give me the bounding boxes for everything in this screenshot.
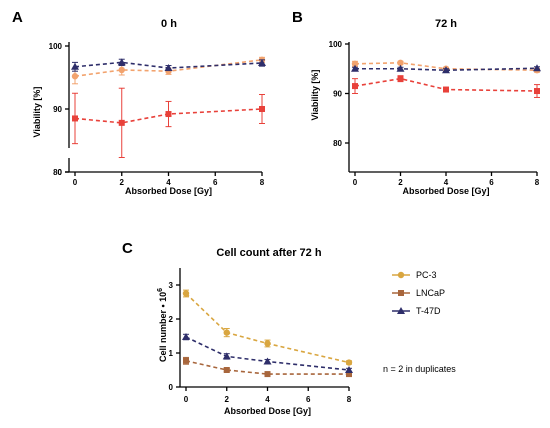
series-navy — [351, 64, 541, 74]
series-lncap — [183, 356, 352, 378]
data-point — [118, 66, 125, 74]
data-point — [264, 371, 271, 378]
data-point — [223, 329, 230, 336]
x-tick-label: 6 — [489, 178, 494, 187]
legend-label: PC-3 — [416, 270, 437, 280]
y-axis-label-main: Cell number • 10 — [158, 292, 168, 362]
y-tick-label: 100 — [329, 40, 343, 49]
y-tick-label: 0 — [58, 168, 63, 177]
series-line — [185, 336, 350, 371]
panel-letter: C — [122, 240, 133, 257]
y-tick-label: 90 — [53, 105, 62, 114]
series-line — [74, 61, 263, 69]
y-axis-label-sup: 6 — [157, 288, 164, 292]
x-tick-label: 2 — [398, 178, 403, 187]
data-point — [345, 359, 353, 366]
data-point — [533, 64, 541, 72]
data-point — [71, 62, 79, 70]
data-point — [442, 66, 450, 74]
x-tick-label: 4 — [166, 178, 171, 187]
y-tick-label: 90 — [333, 90, 342, 99]
x-tick-label: 2 — [120, 178, 125, 187]
data-point — [443, 86, 449, 93]
data-point — [396, 64, 405, 72]
x-axis-label: Absorbed Dose [Gy] — [125, 186, 212, 196]
chart-title: 0 h — [161, 18, 177, 30]
y-tick-label: 100 — [49, 42, 63, 51]
y-tick-label: 80 — [333, 139, 342, 148]
series-navy — [71, 58, 266, 72]
y-axis-label: Cell number • 106 — [157, 288, 168, 362]
x-tick-label: 0 — [73, 178, 78, 187]
y-tick-label: 2 — [169, 315, 174, 324]
series-line — [354, 77, 538, 92]
legend-marker — [397, 271, 405, 279]
y-tick-label: 3 — [169, 281, 174, 290]
data-point — [534, 88, 540, 95]
x-tick-label: 6 — [213, 178, 218, 187]
data-point — [164, 64, 173, 72]
series-red — [72, 87, 265, 159]
x-tick-label: 8 — [260, 178, 265, 187]
series-t-47d — [182, 333, 353, 373]
data-point — [222, 352, 231, 360]
data-point — [352, 83, 358, 90]
data-point — [182, 333, 190, 341]
data-point — [351, 60, 359, 67]
data-point — [183, 357, 189, 364]
legend-marker — [397, 307, 405, 314]
data-point — [182, 290, 190, 297]
x-tick-label: 0 — [353, 178, 358, 187]
data-point — [165, 111, 172, 118]
x-tick-label: 8 — [535, 178, 540, 187]
data-point — [264, 340, 271, 347]
x-tick-label: 2 — [225, 395, 230, 404]
x-tick-label: 0 — [184, 395, 189, 404]
x-tick-label: 6 — [306, 395, 311, 404]
y-tick-label: 0 — [169, 383, 174, 392]
series-line — [185, 292, 350, 364]
panel-letter: A — [12, 9, 23, 26]
data-point — [72, 115, 78, 122]
x-tick-label: 4 — [265, 395, 270, 404]
y-axis-label: Viability [%] — [310, 70, 320, 121]
legend: PC-3 LNCaP T-47D — [392, 270, 445, 316]
legend-label: LNCaP — [416, 288, 445, 298]
panel-letter: B — [292, 9, 303, 26]
x-axis-label: Absorbed Dose [Gy] — [402, 186, 489, 196]
data-point — [345, 366, 353, 373]
data-point — [346, 371, 352, 378]
data-point — [118, 119, 125, 126]
data-point — [397, 59, 404, 67]
x-axis-label: Absorbed Dose [Gy] — [224, 406, 311, 416]
series-line — [355, 67, 538, 72]
x-tick-label: 4 — [444, 178, 449, 187]
data-point — [223, 367, 230, 373]
y-tick-label: 1 — [169, 349, 174, 358]
x-tick-label: 8 — [347, 395, 352, 404]
data-point — [263, 357, 272, 365]
legend-label: T-47D — [416, 306, 441, 316]
legend-marker — [398, 290, 404, 296]
y-axis-label: Viability [%] — [32, 87, 42, 138]
chart-title: Cell count after 72 h — [216, 247, 321, 259]
chart-panel-b: B 72 h 0 2 4 6 8 80 90 100 Absorbed Dose [Gy] Viabi… — [292, 9, 541, 196]
series-line — [74, 108, 263, 124]
data-point — [71, 73, 79, 80]
series-red — [352, 75, 540, 98]
data-point — [259, 106, 265, 112]
y-tick-label: 80 — [53, 168, 62, 177]
chart-panel-a: A 0 h 0 2 4 6 8 80 90 100 0 Absorbed Dose [Gy] Viabi… — [12, 9, 266, 196]
chart-title: 72 h — [435, 18, 457, 30]
series-pc-3 — [182, 289, 353, 366]
data-point — [258, 59, 266, 67]
note-text: n = 2 in duplicates — [383, 364, 456, 374]
data-point — [117, 58, 126, 66]
data-point — [351, 64, 359, 72]
chart-panel-c: C Cell count after 72 h 0 2 4 6 8 0 1 2 3 Absorbed … — [122, 240, 456, 416]
data-point — [397, 75, 404, 82]
